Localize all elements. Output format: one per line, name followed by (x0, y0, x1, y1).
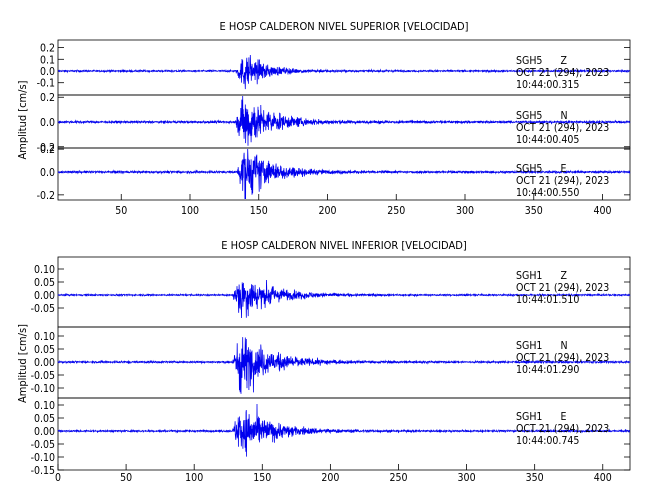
x-tick-label: 200 (318, 205, 336, 217)
x-tick-label: 150 (253, 472, 271, 484)
waveform-sgh1-n (57, 337, 631, 394)
station-label: SGH5 N (516, 110, 568, 122)
x-tick-label: 50 (115, 205, 127, 217)
component-code: E (560, 411, 566, 423)
component-code: Z (560, 270, 567, 282)
y-tick-label: 0.10 (34, 400, 55, 412)
y-tick-label: 0.2 (40, 144, 55, 156)
x-tick-label: 400 (593, 205, 611, 217)
y-tick-label: 0.00 (34, 357, 55, 369)
x-tick-label: 300 (456, 205, 474, 217)
station-code: SGH1 (516, 270, 542, 282)
y-tick-label: 0.2 (40, 43, 55, 55)
x-tick-label: 0 (55, 472, 61, 484)
x-tick-label: 400 (594, 472, 612, 484)
trace-date: OCT 21 (294), 2023 (516, 352, 609, 364)
component-code: Z (560, 55, 567, 67)
y-tick-label: 0.0 (40, 66, 55, 78)
trace-time: 10:44:01.290 (516, 364, 579, 376)
y-tick-label: 0.05 (34, 344, 55, 356)
station-label: SGH1 E (516, 411, 566, 423)
panel-frame (57, 397, 631, 471)
x-tick-label: 250 (387, 205, 405, 217)
chart-title: E HOSP CALDERON NIVEL INFERIOR [VELOCIDA… (221, 239, 467, 252)
x-tick-label: 200 (321, 472, 339, 484)
station-label: SGH5 Z (516, 55, 567, 67)
station-label: SGH1 Z (516, 270, 567, 282)
waveform-sgh1-z (57, 279, 631, 319)
x-tick-label: 250 (389, 472, 407, 484)
y-axis-label: Amplitud [cm/s] (16, 324, 29, 403)
chart-2: E HOSP CALDERON NIVEL INFERIOR [VELOCIDA… (16, 239, 631, 484)
x-tick-label: 300 (458, 472, 476, 484)
y-tick-label: -0.10 (31, 383, 55, 395)
y-tick-label: -0.2 (37, 142, 55, 154)
component-code: N (560, 340, 567, 352)
waveform-sgh5-e (57, 148, 631, 200)
waveform-sgh5-z (57, 54, 631, 90)
station-label: SGH1 N (516, 340, 568, 352)
y-tick-label: 0.1 (40, 54, 55, 66)
x-tick-label: 100 (185, 472, 203, 484)
trace-date: OCT 21 (294), 2023 (516, 282, 609, 294)
y-tick-label: -0.15 (31, 465, 55, 477)
y-tick-label: -0.2 (37, 190, 55, 202)
y-tick-label: 0.0 (40, 167, 55, 179)
station-code: SGH5 (516, 110, 542, 122)
y-tick-label: 0.2 (40, 92, 55, 104)
y-tick-label: 0.10 (34, 264, 55, 276)
station-code: SGH1 (516, 340, 542, 352)
chart-1: E HOSP CALDERON NIVEL SUPERIOR [VELOCIDA… (16, 20, 631, 217)
trace-time: 10:44:00.405 (516, 134, 579, 146)
y-axis-label: Amplitud [cm/s] (16, 80, 29, 159)
x-tick-label: 100 (181, 205, 199, 217)
component-code: N (560, 110, 567, 122)
y-tick-label: -0.05 (31, 370, 55, 382)
x-tick-label: 150 (250, 205, 268, 217)
y-tick-label: 0.00 (34, 290, 55, 302)
y-tick-label: 0.00 (34, 426, 55, 438)
trace-time: 10:44:00.315 (516, 79, 579, 91)
component-code: E (560, 163, 566, 175)
station-code: SGH1 (516, 411, 542, 423)
trace-time: 10:44:00.745 (516, 435, 579, 447)
station-label: SGH5 E (516, 163, 566, 175)
chart-title: E HOSP CALDERON NIVEL SUPERIOR [VELOCIDA… (220, 20, 469, 33)
y-tick-label: 0.10 (34, 331, 55, 343)
waveform-sgh1-e (57, 403, 631, 457)
x-tick-label: 50 (120, 472, 132, 484)
station-code: SGH5 (516, 55, 542, 67)
y-tick-label: -0.05 (31, 439, 55, 451)
trace-date: OCT 21 (294), 2023 (516, 122, 609, 134)
panel-frame (57, 147, 631, 201)
y-tick-label: -0.1 (37, 78, 55, 90)
x-tick-label: 350 (525, 205, 543, 217)
trace-date: OCT 21 (294), 2023 (516, 67, 609, 79)
trace-date: OCT 21 (294), 2023 (516, 423, 609, 435)
trace-time: 10:44:01.510 (516, 294, 579, 306)
trace-time: 10:44:00.550 (516, 187, 579, 199)
x-tick-label: 350 (526, 472, 544, 484)
trace-date: OCT 21 (294), 2023 (516, 175, 609, 187)
station-code: SGH5 (516, 163, 542, 175)
y-tick-label: 0.05 (34, 277, 55, 289)
y-tick-label: -0.05 (31, 303, 55, 315)
y-tick-label: 0.0 (40, 117, 55, 129)
y-tick-label: 0.05 (34, 413, 55, 425)
y-tick-label: -0.10 (31, 452, 55, 464)
waveform-sgh5-n (57, 95, 631, 146)
